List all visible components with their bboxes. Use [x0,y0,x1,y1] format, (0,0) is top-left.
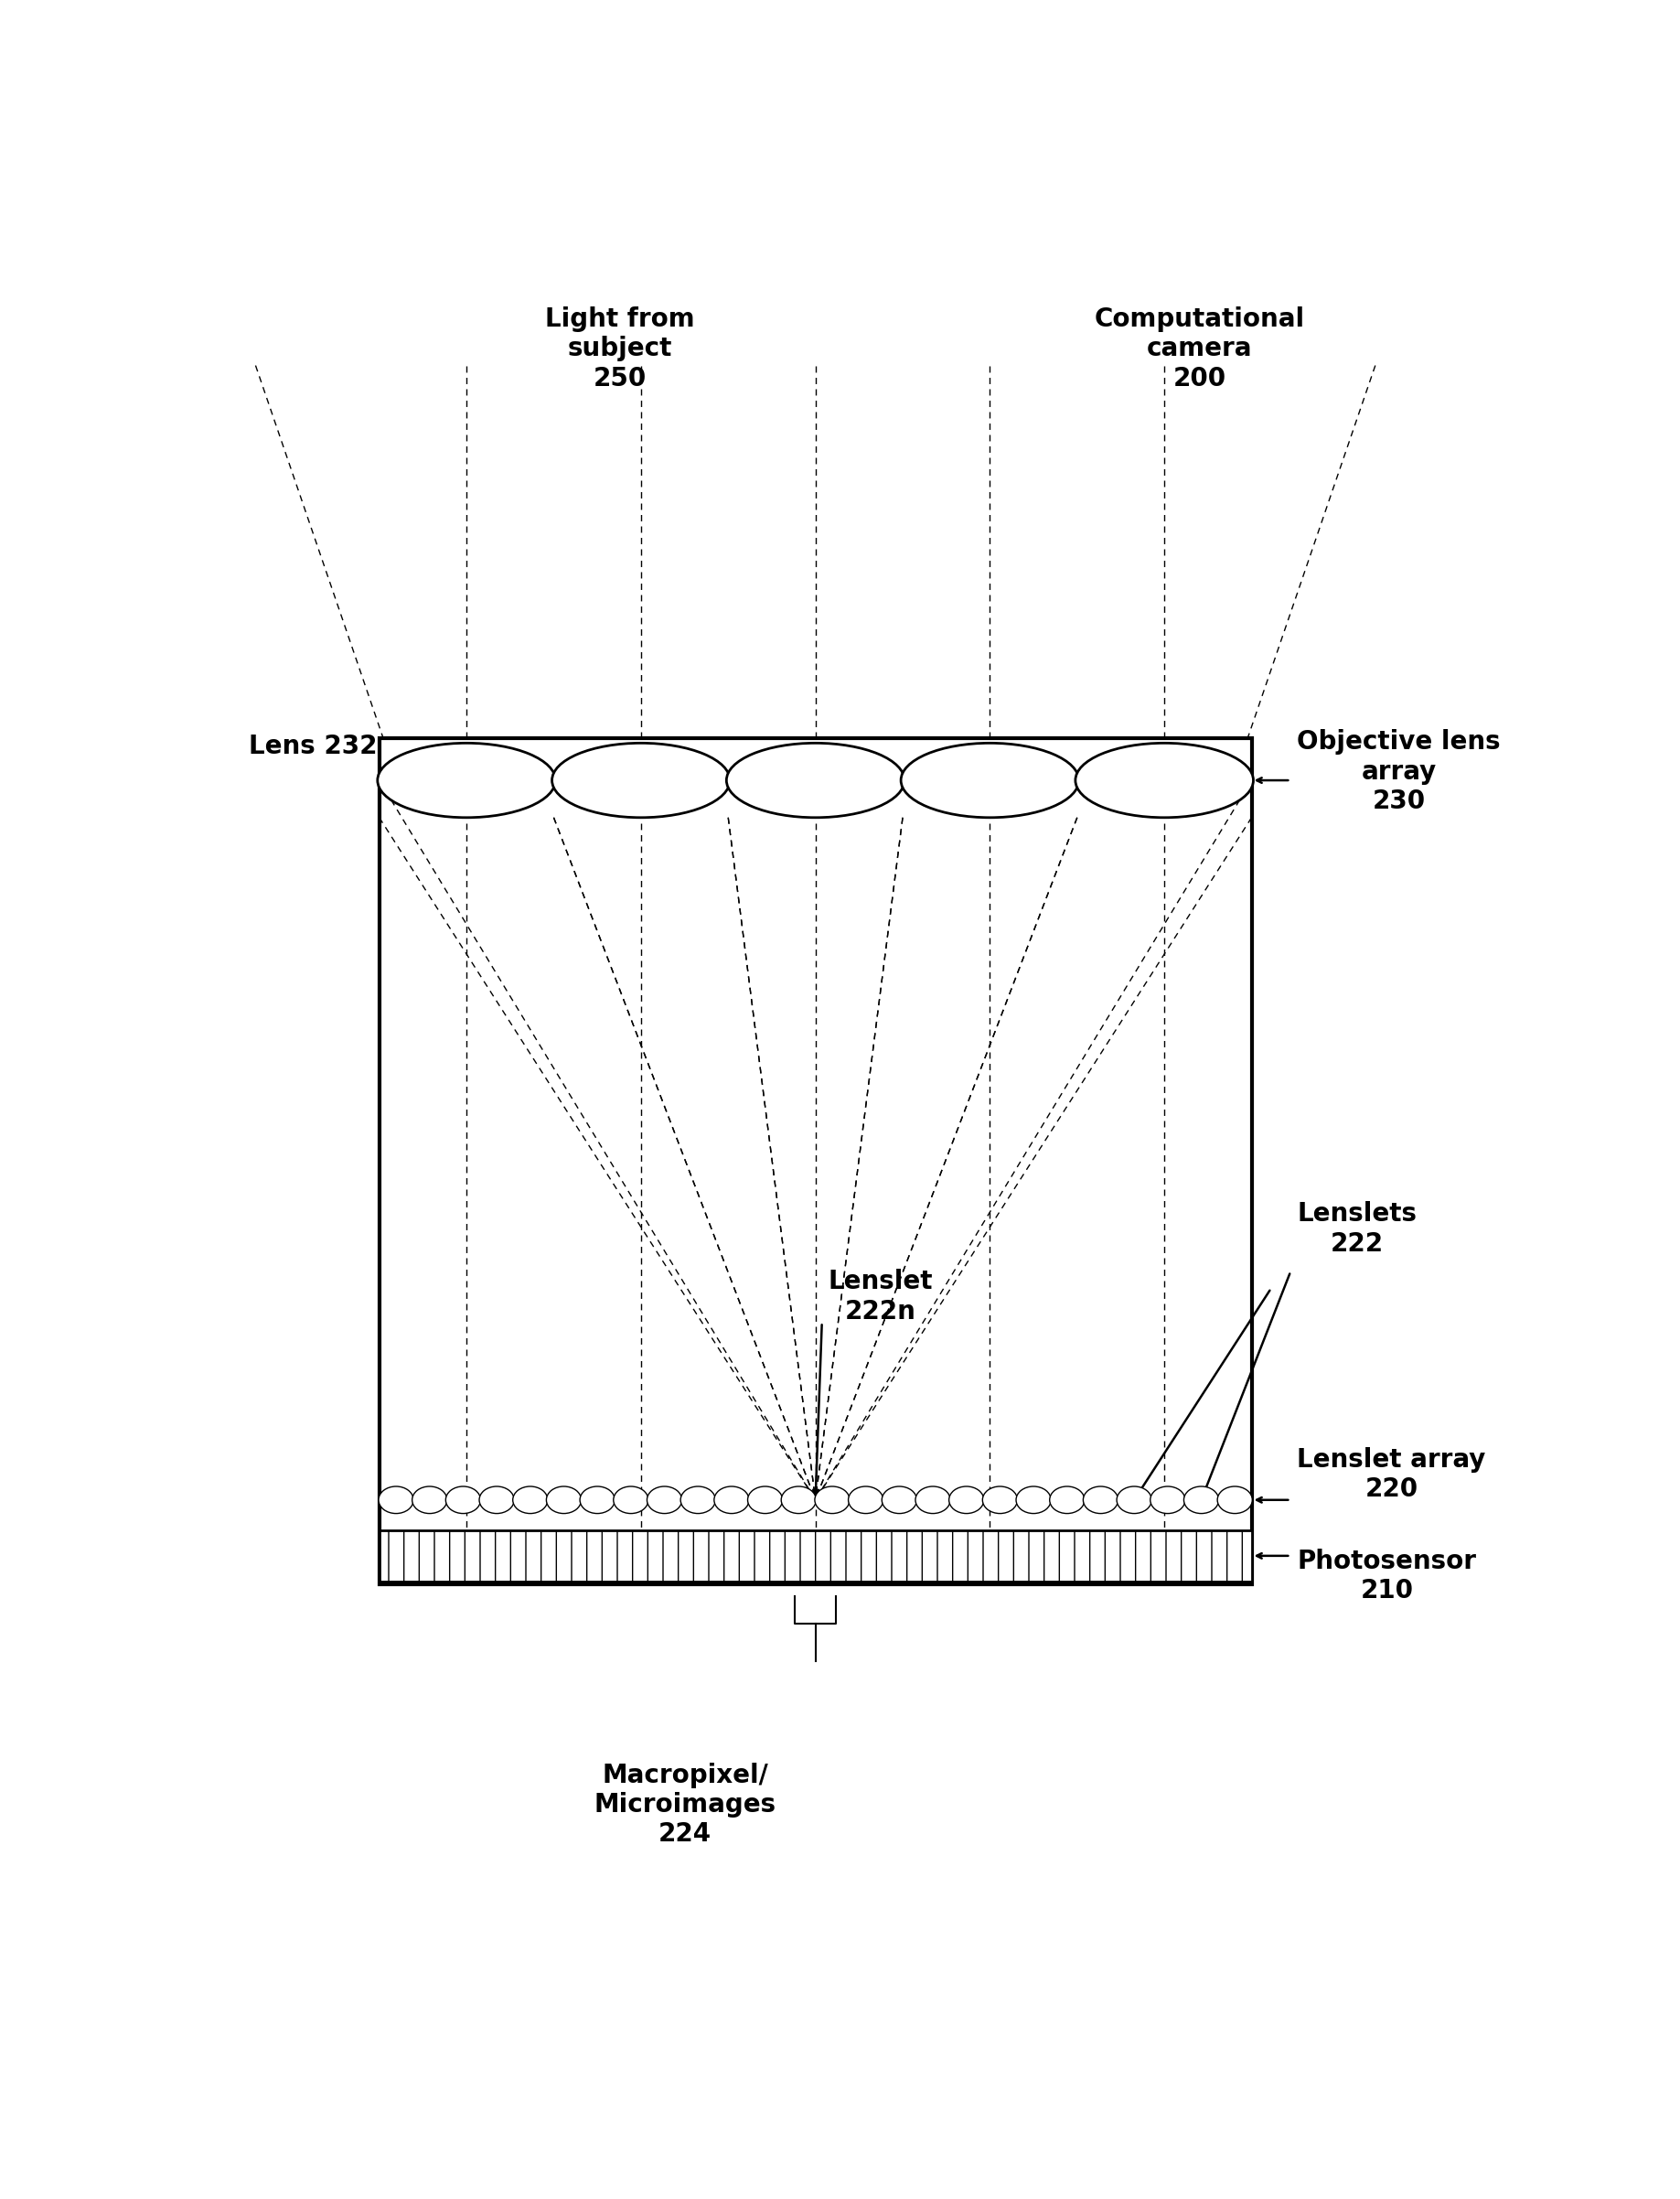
Ellipse shape [512,1487,548,1513]
Ellipse shape [613,1487,648,1513]
Ellipse shape [726,743,904,818]
Ellipse shape [900,743,1079,818]
Text: Computational
camera
200: Computational camera 200 [1094,306,1305,391]
Ellipse shape [815,1487,850,1513]
Ellipse shape [680,1487,716,1513]
Ellipse shape [546,1487,581,1513]
Ellipse shape [647,1487,682,1513]
Text: Photosensor
210: Photosensor 210 [1297,1548,1477,1603]
Ellipse shape [916,1487,951,1513]
Text: Objective lens
array
230: Objective lens array 230 [1297,730,1500,814]
Ellipse shape [1117,1487,1151,1513]
Ellipse shape [580,1487,615,1513]
Ellipse shape [1075,743,1253,818]
Ellipse shape [983,1487,1018,1513]
Ellipse shape [378,743,556,818]
Ellipse shape [882,1487,917,1513]
Ellipse shape [479,1487,514,1513]
Text: Lenslet array
220: Lenslet array 220 [1297,1447,1485,1502]
Ellipse shape [848,1487,884,1513]
Text: Light from
subject
250: Light from subject 250 [546,306,696,391]
Ellipse shape [1084,1487,1119,1513]
Bar [380,1531,1252,1581]
Ellipse shape [412,1487,447,1513]
Ellipse shape [1218,1487,1252,1513]
Ellipse shape [378,1487,413,1513]
Text: Macropixel/
Microimages
224: Macropixel/ Microimages 224 [595,1761,776,1847]
Ellipse shape [949,1487,984,1513]
Ellipse shape [714,1487,749,1513]
Text: Lenslets
222: Lenslets 222 [1297,1201,1416,1256]
Ellipse shape [748,1487,783,1513]
Text: Lenslet
222n: Lenslet 222n [828,1269,932,1324]
Ellipse shape [445,1487,480,1513]
Ellipse shape [1151,1487,1184,1513]
Ellipse shape [1184,1487,1218,1513]
Ellipse shape [553,743,729,818]
Ellipse shape [1050,1487,1085,1513]
Ellipse shape [781,1487,816,1513]
Text: Lens 232: Lens 232 [249,734,378,759]
Ellipse shape [1016,1487,1052,1513]
Bar [380,739,1252,1585]
